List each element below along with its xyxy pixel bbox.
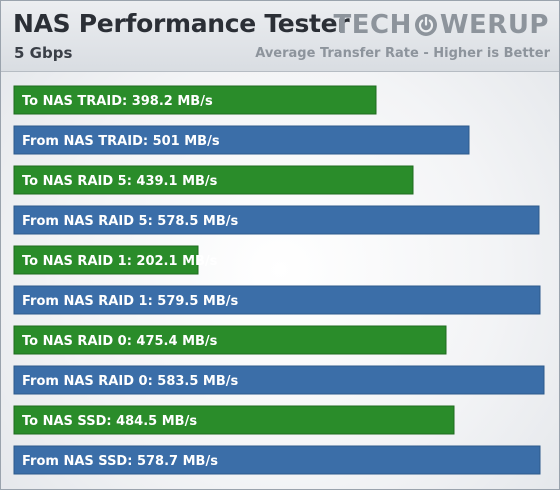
chart-subtitle: 5 Gbps <box>14 44 73 62</box>
bar-label-2: To NAS RAID 5: 439.1 MB/s <box>22 174 218 189</box>
bar-7 <box>13 365 545 395</box>
bar-label-1: From NAS TRAID: 501 MB/s <box>22 134 220 149</box>
bar-2 <box>13 165 414 195</box>
bar-label-9: From NAS SSD: 578.7 MB/s <box>22 454 218 469</box>
logo-text-left: TECH <box>333 10 412 40</box>
bar-4 <box>13 245 199 275</box>
bar-5 <box>13 285 541 315</box>
bar-3 <box>13 205 540 235</box>
logo-text-right: WERUP <box>439 10 549 40</box>
power-icon <box>414 13 438 37</box>
bar-0 <box>13 85 377 115</box>
bar-8 <box>13 405 455 435</box>
bar-9 <box>13 445 541 475</box>
techpowerup-logo: TECH WERUP <box>334 10 549 40</box>
chart-header: NAS Performance Tester 5 Gbps TECH WERUP… <box>1 1 559 72</box>
bar-label-6: To NAS RAID 0: 475.4 MB/s <box>22 334 218 349</box>
chart-title: NAS Performance Tester <box>13 9 350 38</box>
bar-label-0: To NAS TRAID: 398.2 MB/s <box>22 94 213 109</box>
bar-label-4: To NAS RAID 1: 202.1 MB/s <box>22 254 218 269</box>
bar-label-3: From NAS RAID 5: 578.5 MB/s <box>22 214 239 229</box>
chart-caption: Average Transfer Rate - Higher is Better <box>255 46 550 61</box>
bar-6 <box>13 325 447 355</box>
bar-label-8: To NAS SSD: 484.5 MB/s <box>22 414 197 429</box>
bar-label-7: From NAS RAID 0: 583.5 MB/s <box>22 374 239 389</box>
bar-1 <box>13 125 470 155</box>
bar-label-5: From NAS RAID 1: 579.5 MB/s <box>22 294 239 309</box>
